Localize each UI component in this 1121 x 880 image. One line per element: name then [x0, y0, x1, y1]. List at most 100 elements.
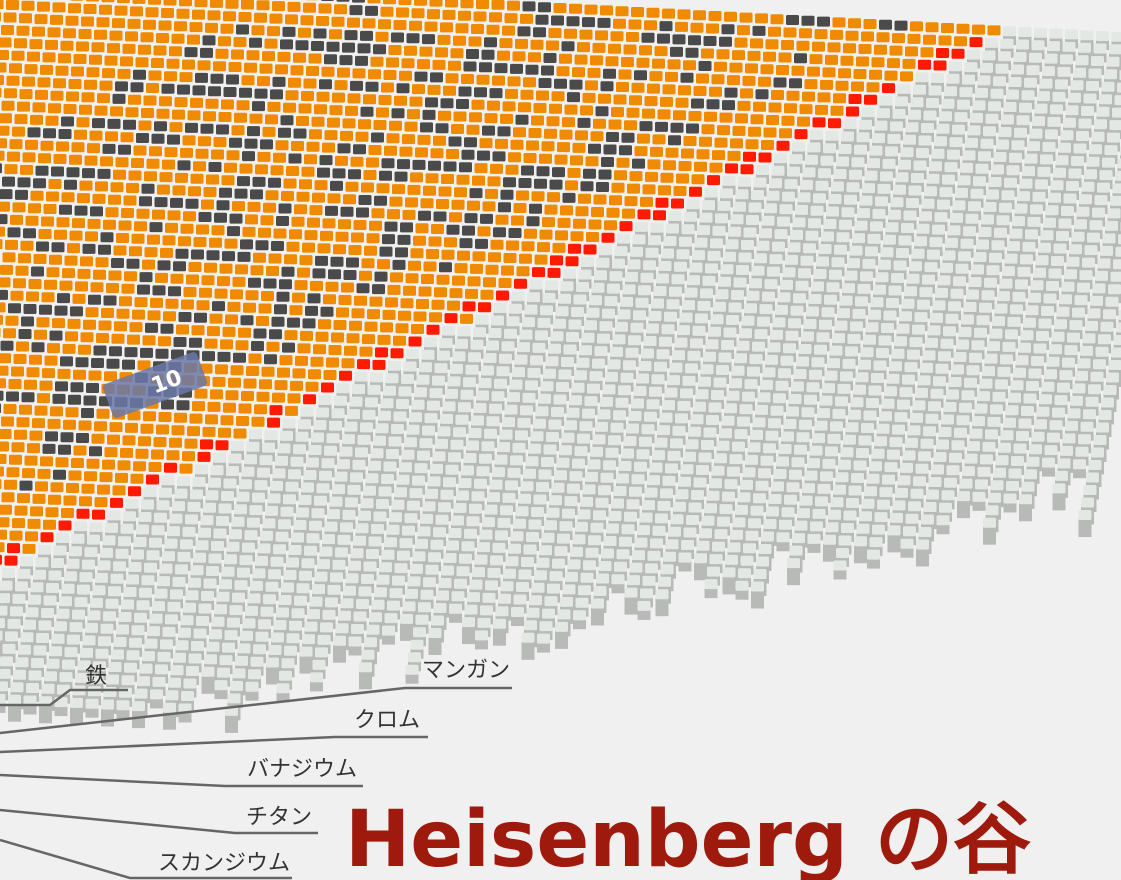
block — [587, 67, 601, 78]
block — [838, 535, 852, 546]
block — [581, 332, 595, 343]
block — [164, 71, 177, 82]
block — [948, 301, 961, 312]
block — [968, 277, 982, 287]
block — [829, 345, 843, 356]
block — [372, 359, 386, 370]
block — [319, 546, 333, 557]
block — [781, 507, 795, 518]
block — [735, 189, 749, 200]
block — [389, 196, 403, 207]
block — [929, 161, 942, 172]
block — [172, 576, 186, 587]
block — [1026, 456, 1040, 467]
block — [6, 467, 20, 478]
block — [712, 541, 725, 552]
block — [345, 497, 358, 508]
block — [989, 252, 1002, 263]
block — [632, 158, 645, 169]
block — [290, 65, 304, 76]
block — [904, 286, 917, 297]
block — [653, 286, 667, 296]
block — [355, 523, 369, 534]
block — [27, 51, 40, 62]
block — [244, 454, 257, 465]
block — [252, 568, 266, 579]
block — [583, 244, 597, 255]
block — [502, 417, 515, 428]
block — [869, 69, 882, 80]
block — [750, 114, 764, 125]
block — [124, 271, 137, 282]
block — [531, 115, 544, 126]
block — [775, 380, 789, 391]
block — [833, 569, 847, 580]
block — [373, 511, 387, 522]
block — [987, 341, 1000, 352]
block — [777, 292, 791, 303]
block — [970, 188, 984, 199]
block — [631, 7, 644, 17]
block — [128, 170, 142, 181]
block — [1042, 466, 1055, 477]
block — [527, 367, 541, 378]
block — [491, 315, 504, 326]
block — [207, 326, 220, 337]
block — [1029, 52, 1042, 63]
block — [590, 522, 604, 533]
block — [1052, 492, 1066, 511]
block — [755, 89, 769, 100]
block — [675, 21, 688, 32]
block — [872, 208, 886, 219]
block — [704, 111, 717, 122]
block — [1005, 405, 1019, 416]
block — [337, 459, 350, 470]
block — [194, 0, 208, 8]
block — [303, 2, 316, 13]
block — [274, 380, 288, 391]
block — [523, 77, 536, 88]
block — [594, 270, 607, 281]
block — [828, 118, 841, 129]
block — [378, 410, 391, 421]
block — [525, 456, 539, 467]
block — [841, 523, 854, 533]
block — [573, 294, 587, 305]
block — [878, 335, 892, 346]
block — [170, 273, 184, 284]
block — [58, 129, 72, 139]
block — [918, 451, 931, 462]
block — [342, 42, 355, 53]
block — [110, 106, 123, 117]
block — [995, 455, 1009, 466]
block — [787, 567, 800, 586]
block — [24, 455, 38, 466]
block — [791, 381, 804, 392]
block — [4, 88, 17, 99]
block — [915, 463, 929, 474]
block — [879, 487, 893, 498]
block — [677, 325, 690, 336]
block — [1073, 459, 1086, 470]
block — [394, 171, 408, 182]
block — [20, 164, 33, 175]
block — [928, 401, 941, 412]
block — [1024, 469, 1037, 480]
block — [448, 60, 461, 71]
block — [662, 475, 676, 486]
block — [327, 584, 341, 595]
block — [327, 509, 340, 520]
block — [791, 65, 805, 76]
block — [888, 285, 902, 296]
block — [1115, 246, 1121, 257]
block — [1002, 266, 1015, 277]
block — [305, 305, 318, 316]
block — [732, 441, 745, 452]
block — [269, 13, 283, 24]
block — [149, 222, 163, 233]
block — [859, 195, 873, 206]
block — [30, 190, 44, 201]
block — [565, 256, 579, 267]
block — [835, 472, 849, 483]
block — [900, 462, 913, 473]
